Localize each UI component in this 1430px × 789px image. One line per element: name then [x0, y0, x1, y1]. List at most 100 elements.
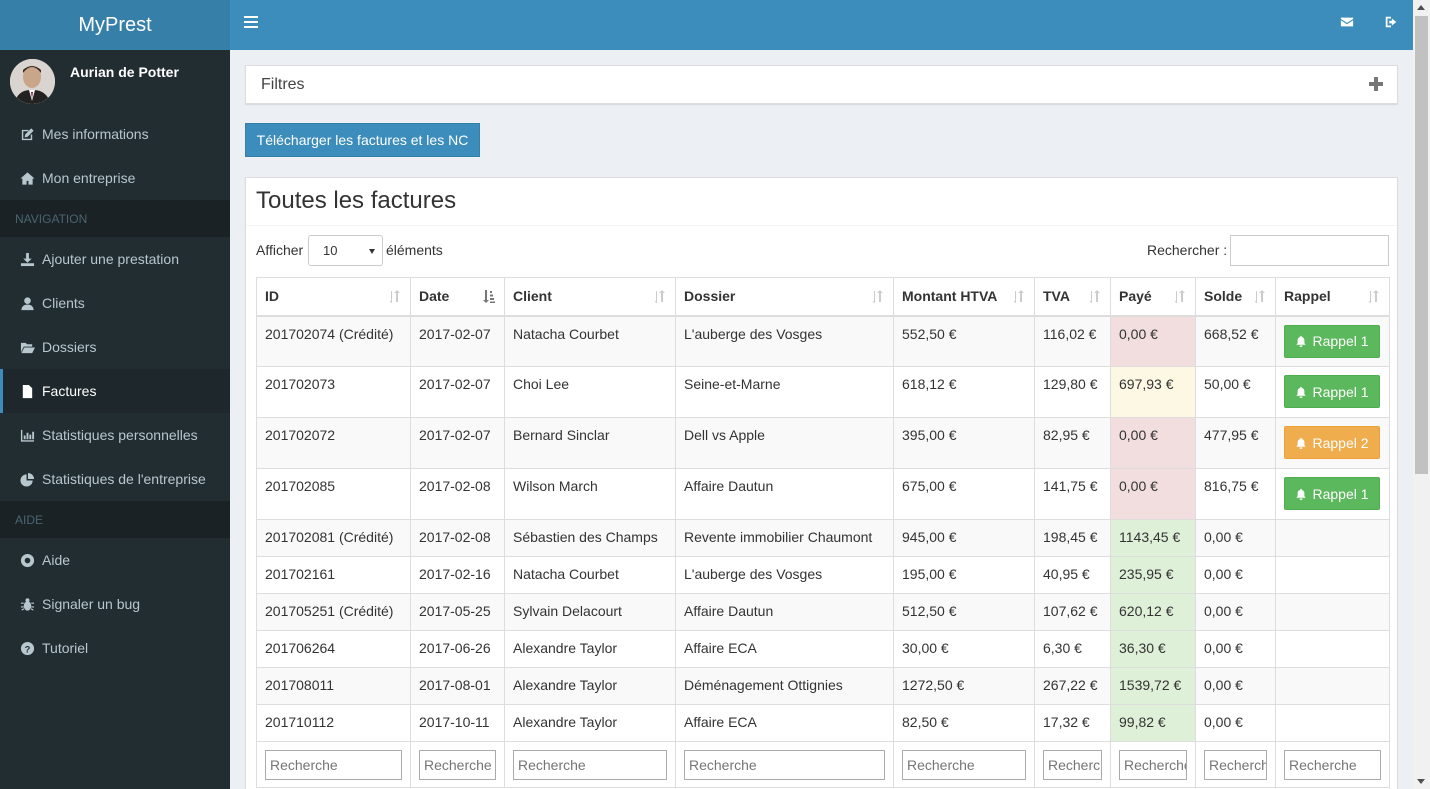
sign-out-icon[interactable] [1384, 15, 1402, 33]
scrollbar-thumb[interactable] [1415, 16, 1428, 474]
cell-paye: 1143,45 € [1110, 519, 1196, 557]
sidebar: MyPrest Aurian de Potter Mes information… [0, 0, 230, 789]
search-id-input[interactable] [265, 750, 402, 780]
sidebar-item-label: Dossiers [42, 339, 97, 355]
cell-dossier: L'auberge des Vosges [675, 556, 894, 594]
menu-icon[interactable] [244, 16, 258, 32]
envelope-icon[interactable] [1340, 15, 1358, 33]
cell-id: 201708011 [256, 667, 411, 705]
cell-paye: 0,00 € [1110, 468, 1196, 520]
search-paye-input[interactable] [1119, 750, 1187, 780]
column-header-id[interactable]: ID [256, 277, 411, 317]
sidebar-item-mon-entreprise[interactable]: Mon entreprise [0, 156, 230, 200]
cell-solde: 477,95 € [1195, 417, 1276, 469]
sidebar-item-label: Tutoriel [42, 640, 89, 656]
column-header-rappel[interactable]: Rappel [1275, 277, 1390, 317]
table-row[interactable]: 201702074 (Crédité) 2017-02-07 Natacha Cou… [256, 315, 1390, 367]
cell-dossier: Affaire Dautun [675, 468, 894, 520]
sidebar-item-tutoriel[interactable]: ? Tutoriel [0, 626, 230, 670]
cell-rappel [1275, 667, 1390, 705]
table-row[interactable]: 201705251 (Crédité) 2017-05-25 Sylvain Del… [256, 593, 1390, 631]
download-invoices-button[interactable]: Télécharger les factures et les NC [245, 123, 480, 157]
scroll-up-arrow-icon[interactable] [1417, 5, 1425, 10]
cell-rappel: Rappel 1 [1275, 366, 1390, 418]
sidebar-item-dossiers[interactable]: Dossiers [0, 325, 230, 369]
sort-asc-icon [483, 290, 495, 303]
search-input[interactable] [1230, 235, 1389, 266]
sidebar-item-ajouter-prestation[interactable]: Ajouter une prestation [0, 237, 230, 281]
search-client-input[interactable] [513, 750, 667, 780]
entries-label: éléments [386, 242, 443, 258]
sidebar-item-clients[interactable]: Clients [0, 281, 230, 325]
search-montant-input[interactable] [902, 750, 1026, 780]
table-row[interactable]: 201702161 2017-02-16 Natacha Courbet L'aube… [256, 556, 1390, 594]
cell-id: 201702161 [256, 556, 411, 594]
cell-id: 201702081 (Crédité) [256, 519, 411, 557]
table-row[interactable]: 201702072 2017-02-07 Bernard Sinclar Dell v… [256, 417, 1390, 469]
table-row[interactable]: 201702081 (Crédité) 2017-02-08 Sébastien d… [256, 519, 1390, 557]
cell-paye: 697,93 € [1110, 366, 1196, 418]
column-header-montant[interactable]: Montant HTVA [893, 277, 1035, 317]
search-date-input[interactable] [419, 750, 496, 780]
sidebar-item-aide[interactable]: Aide [0, 538, 230, 582]
cell-client: Sébastien des Champs [504, 519, 676, 557]
table-row[interactable]: 201706264 2017-06-26 Alexandre Taylor Affai… [256, 630, 1390, 668]
cell-client: Sylvain Delacourt [504, 593, 676, 631]
cell-id: 201702072 [256, 417, 411, 469]
sidebar-item-signaler-bug[interactable]: Signaler un bug [0, 582, 230, 626]
search-tva-input[interactable] [1043, 750, 1102, 780]
cell-tva: 141,75 € [1034, 468, 1111, 520]
app-logo[interactable]: MyPrest [0, 0, 230, 50]
page-size-select[interactable]: 10 [308, 235, 383, 266]
plus-icon[interactable] [1369, 77, 1383, 91]
cell-date: 2017-10-11 [410, 704, 505, 742]
column-header-date[interactable]: Date [410, 277, 505, 317]
sidebar-item-label: Factures [42, 383, 97, 399]
folder-open-icon [18, 339, 36, 355]
cell-rappel: Rappel 2 [1275, 417, 1390, 469]
cell-tva: 6,30 € [1034, 630, 1111, 668]
column-header-client[interactable]: Client [504, 277, 676, 317]
sort-icon [654, 290, 665, 303]
sidebar-item-label: Signaler un bug [42, 596, 141, 612]
reminder-label: Rappel 1 [1312, 485, 1369, 502]
reminder-button[interactable]: Rappel 1 [1284, 477, 1380, 510]
cell-date: 2017-02-08 [410, 519, 505, 557]
reminder-button[interactable]: Rappel 1 [1284, 375, 1380, 408]
edit-icon [18, 126, 36, 142]
cell-id: 201706264 [256, 630, 411, 668]
sort-icon [872, 290, 883, 303]
cell-dossier: L'auberge des Vosges [675, 315, 894, 367]
column-header-solde[interactable]: Solde [1195, 277, 1276, 317]
column-header-tva[interactable]: TVA [1034, 277, 1111, 317]
sidebar-item-mes-informations[interactable]: Mes informations [0, 112, 230, 156]
page-size-value: 10 [323, 243, 338, 258]
table-row[interactable]: 201710112 2017-10-11 Alexandre Taylor Affai… [256, 704, 1390, 742]
bar-chart-icon [18, 427, 36, 443]
page-scrollbar[interactable] [1413, 0, 1430, 789]
scroll-down-arrow-icon[interactable] [1417, 779, 1425, 784]
cell-client: Alexandre Taylor [504, 630, 676, 668]
sidebar-item-statistiques-personnelles[interactable]: Statistiques personnelles [0, 413, 230, 457]
search-solde-input[interactable] [1204, 750, 1267, 780]
table-row[interactable]: 201708011 2017-08-01 Alexandre Taylor Démén… [256, 667, 1390, 705]
cell-tva: 40,95 € [1034, 556, 1111, 594]
search-dossier-input[interactable] [684, 750, 885, 780]
cell-solde: 50,00 € [1195, 366, 1276, 418]
sidebar-item-label: Statistiques personnelles [42, 427, 198, 443]
reminder-button[interactable]: Rappel 1 [1284, 324, 1380, 358]
cell-montant: 675,00 € [893, 468, 1035, 520]
column-header-dossier[interactable]: Dossier [675, 277, 894, 317]
table-row[interactable]: 201702073 2017-02-07 Choi Lee Seine-et-Marn… [256, 366, 1390, 418]
cell-date: 2017-02-07 [410, 366, 505, 418]
cell-client: Alexandre Taylor [504, 704, 676, 742]
sidebar-item-factures[interactable]: Factures [0, 369, 230, 413]
column-header-paye[interactable]: Payé [1110, 277, 1196, 317]
table-row[interactable]: 201702085 2017-02-08 Wilson March Affaire D… [256, 468, 1390, 520]
search-rappel-input[interactable] [1284, 750, 1381, 780]
reminder-button[interactable]: Rappel 2 [1284, 426, 1380, 459]
cell-montant: 82,50 € [893, 704, 1035, 742]
cell-montant: 30,00 € [893, 630, 1035, 668]
sidebar-item-statistiques-entreprise[interactable]: Statistiques de l'entreprise [0, 457, 230, 501]
cell-paye: 0,00 € [1110, 417, 1196, 469]
